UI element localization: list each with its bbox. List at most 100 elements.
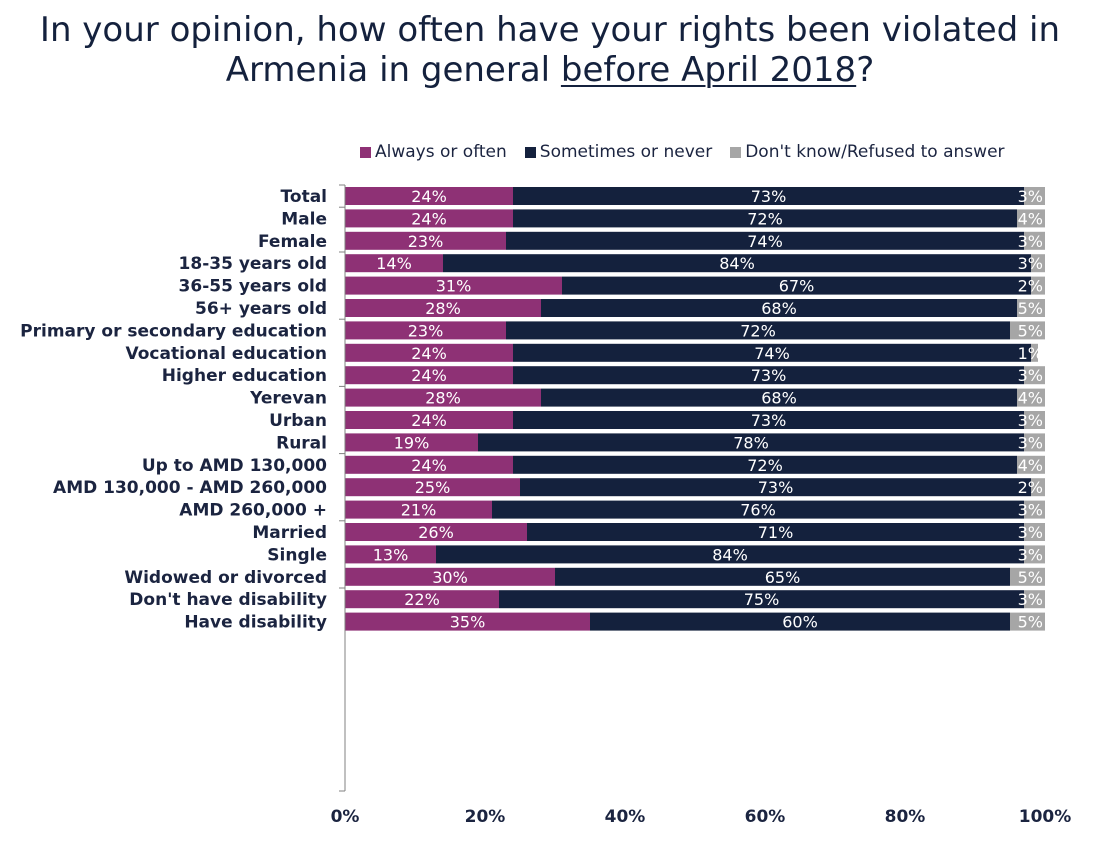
bar-segment-total-don-t-know-refused-to-answer bbox=[1024, 187, 1045, 205]
bar-segment-urban-don-t-know-refused-to-answer bbox=[1024, 411, 1045, 429]
bar-value-label-vocational-education-don-t-know-refused-to-answer: 1% bbox=[1018, 344, 1043, 363]
bar-segment-vocational-education-don-t-know-refused-to-answer bbox=[1031, 343, 1038, 362]
category-label-amd-260-000: AMD 260,000 + bbox=[179, 501, 327, 521]
chart-title-line2-prefix: Armenia in general bbox=[225, 50, 561, 90]
bar-segment-female-always-or-often bbox=[345, 231, 506, 250]
legend-label-always-or-often: Always or often bbox=[375, 142, 507, 162]
category-label-single: Single bbox=[267, 545, 327, 565]
category-label-male: Male bbox=[281, 209, 327, 229]
bar-value-label-yerevan-sometimes-or-never: 68% bbox=[761, 389, 797, 408]
bar-segment-widowed-or-divorced-don-t-know-refused-to-answer bbox=[1010, 567, 1045, 586]
bar-segment-yerevan-always-or-often bbox=[345, 388, 541, 407]
bar-segment-don-t-have-disability-always-or-often bbox=[345, 590, 499, 609]
bar-segment-male-don-t-know-refused-to-answer bbox=[1017, 209, 1045, 228]
bar-value-label-female-sometimes-or-never: 74% bbox=[747, 232, 783, 251]
chart-title-line2-suffix: ? bbox=[856, 50, 875, 90]
bar-value-label-male-sometimes-or-never: 72% bbox=[747, 209, 783, 228]
bar-value-label-primary-or-secondary-education-always-or-often: 23% bbox=[408, 321, 444, 340]
bar-segment-don-t-have-disability-don-t-know-refused-to-answer bbox=[1024, 590, 1045, 609]
bar-segment-have-disability-always-or-often bbox=[345, 612, 590, 631]
bar-segment-amd-260-000-always-or-often bbox=[345, 500, 492, 519]
bar-value-label-male-don-t-know-refused-to-answer: 4% bbox=[1018, 209, 1043, 228]
bar-segment-36-55-years-old-don-t-know-refused-to-answer bbox=[1031, 276, 1045, 295]
bar-value-label-single-always-or-often: 13% bbox=[373, 545, 409, 564]
bar-segment-male-sometimes-or-never bbox=[513, 209, 1017, 228]
chart-title-line2: Armenia in general before April 2018? bbox=[0, 50, 1100, 90]
category-label-rural: Rural bbox=[276, 433, 327, 453]
bar-segment-vocational-education-sometimes-or-never bbox=[513, 343, 1031, 362]
bar-value-label-36-55-years-old-always-or-often: 31% bbox=[436, 277, 472, 296]
bar-segment-have-disability-don-t-know-refused-to-answer bbox=[1010, 612, 1045, 631]
bar-segment-higher-education-sometimes-or-never bbox=[513, 366, 1024, 385]
bar-segment-56-years-old-sometimes-or-never bbox=[541, 299, 1017, 317]
bar-value-label-urban-always-or-often: 24% bbox=[411, 411, 447, 430]
bar-segment-amd-260-000-sometimes-or-never bbox=[492, 500, 1024, 519]
chart-title: In your opinion, how often have your rig… bbox=[0, 10, 1100, 90]
category-label-married: Married bbox=[252, 523, 327, 543]
bar-segment-yerevan-sometimes-or-never bbox=[541, 388, 1017, 407]
bar-value-label-yerevan-always-or-often: 28% bbox=[425, 389, 461, 408]
bar-segment-yerevan-don-t-know-refused-to-answer bbox=[1017, 388, 1045, 407]
bar-segment-primary-or-secondary-education-don-t-know-refused-to-answer bbox=[1010, 321, 1045, 340]
x-tick-label-3: 60% bbox=[745, 807, 786, 827]
bar-value-label-vocational-education-sometimes-or-never: 74% bbox=[754, 344, 790, 363]
category-label-18-35-years-old: 18-35 years old bbox=[179, 254, 327, 274]
bar-segment-primary-or-secondary-education-sometimes-or-never bbox=[506, 321, 1010, 340]
bar-value-label-widowed-or-divorced-sometimes-or-never: 65% bbox=[765, 568, 801, 587]
bar-value-label-amd-260-000-sometimes-or-never: 76% bbox=[740, 501, 776, 520]
legend-swatch-always-or-often bbox=[360, 146, 371, 158]
bar-value-label-18-35-years-old-sometimes-or-never: 84% bbox=[719, 254, 755, 273]
bar-segment-56-years-old-don-t-know-refused-to-answer bbox=[1017, 299, 1045, 317]
bar-segment-higher-education-don-t-know-refused-to-answer bbox=[1024, 366, 1045, 385]
bar-segment-female-sometimes-or-never bbox=[506, 231, 1024, 250]
bar-value-label-single-sometimes-or-never: 84% bbox=[712, 545, 748, 564]
legend-item-dont-know: Don't know/Refused to answer bbox=[730, 142, 1005, 162]
bar-segment-vocational-education-always-or-often bbox=[345, 343, 513, 362]
bar-value-label-higher-education-sometimes-or-never: 73% bbox=[751, 366, 787, 385]
category-label-higher-education: Higher education bbox=[162, 366, 327, 386]
bar-value-label-up-to-amd-130-000-always-or-often: 24% bbox=[411, 456, 447, 475]
bar-value-label-have-disability-sometimes-or-never: 60% bbox=[782, 613, 818, 632]
bar-value-label-yerevan-don-t-know-refused-to-answer: 4% bbox=[1018, 389, 1043, 408]
bar-value-label-female-don-t-know-refused-to-answer: 3% bbox=[1018, 232, 1043, 251]
category-label-amd-130-000-amd-260-000: AMD 130,000 - AMD 260,000 bbox=[53, 478, 327, 498]
x-tick-label-5: 100% bbox=[1019, 807, 1072, 827]
bar-value-label-higher-education-always-or-often: 24% bbox=[411, 366, 447, 385]
bar-segment-widowed-or-divorced-sometimes-or-never bbox=[555, 567, 1010, 586]
bar-segment-amd-130-000-amd-260-000-don-t-know-refused-to-answer bbox=[1031, 478, 1045, 497]
bar-value-label-18-35-years-old-always-or-often: 14% bbox=[376, 254, 412, 273]
bar-value-label-up-to-amd-130-000-sometimes-or-never: 72% bbox=[747, 456, 783, 475]
bar-segment-rural-always-or-often bbox=[345, 433, 478, 452]
bar-segment-single-don-t-know-refused-to-answer bbox=[1024, 545, 1045, 564]
bar-value-label-36-55-years-old-don-t-know-refused-to-answer: 2% bbox=[1018, 277, 1043, 296]
x-tick-label-4: 80% bbox=[885, 807, 926, 827]
bar-segment-up-to-amd-130-000-always-or-often bbox=[345, 455, 513, 474]
bar-value-label-don-t-have-disability-don-t-know-refused-to-answer: 3% bbox=[1018, 590, 1043, 609]
bar-value-label-56-years-old-always-or-often: 28% bbox=[425, 299, 461, 318]
bar-segment-18-35-years-old-don-t-know-refused-to-answer bbox=[1031, 254, 1045, 273]
bar-value-label-widowed-or-divorced-always-or-often: 30% bbox=[432, 568, 468, 587]
bar-value-label-primary-or-secondary-education-don-t-know-refused-to-answer: 5% bbox=[1018, 321, 1043, 340]
bar-value-label-up-to-amd-130-000-don-t-know-refused-to-answer: 4% bbox=[1018, 456, 1043, 475]
bar-value-label-have-disability-always-or-often: 35% bbox=[450, 613, 486, 632]
chart-title-line1: In your opinion, how often have your rig… bbox=[39, 10, 1061, 50]
bar-value-label-male-always-or-often: 24% bbox=[411, 209, 447, 228]
bar-value-label-56-years-old-sometimes-or-never: 68% bbox=[761, 299, 797, 318]
category-label-56-years-old: 56+ years old bbox=[195, 299, 327, 319]
bar-segment-widowed-or-divorced-always-or-often bbox=[345, 567, 555, 586]
bar-segment-rural-sometimes-or-never bbox=[478, 433, 1024, 452]
legend-label-sometimes-or-never: Sometimes or never bbox=[539, 142, 713, 162]
bar-value-label-married-always-or-often: 26% bbox=[418, 523, 454, 542]
bar-value-label-married-don-t-know-refused-to-answer: 3% bbox=[1018, 523, 1043, 542]
bar-value-label-primary-or-secondary-education-sometimes-or-never: 72% bbox=[740, 321, 776, 340]
category-label-total: Total bbox=[281, 187, 327, 207]
bar-value-label-amd-260-000-always-or-often: 21% bbox=[401, 501, 437, 520]
bar-value-label-amd-260-000-don-t-know-refused-to-answer: 3% bbox=[1018, 501, 1043, 520]
bar-segment-single-sometimes-or-never bbox=[436, 545, 1024, 564]
bar-value-label-married-sometimes-or-never: 71% bbox=[758, 523, 794, 542]
chart-legend: Always or often Sometimes or never Don't… bbox=[360, 140, 1050, 164]
category-label-yerevan: Yerevan bbox=[249, 389, 327, 409]
bar-segment-total-sometimes-or-never bbox=[513, 187, 1024, 205]
bar-segment-amd-130-000-amd-260-000-always-or-often bbox=[345, 478, 520, 497]
bar-segment-amd-130-000-amd-260-000-sometimes-or-never bbox=[520, 478, 1031, 497]
